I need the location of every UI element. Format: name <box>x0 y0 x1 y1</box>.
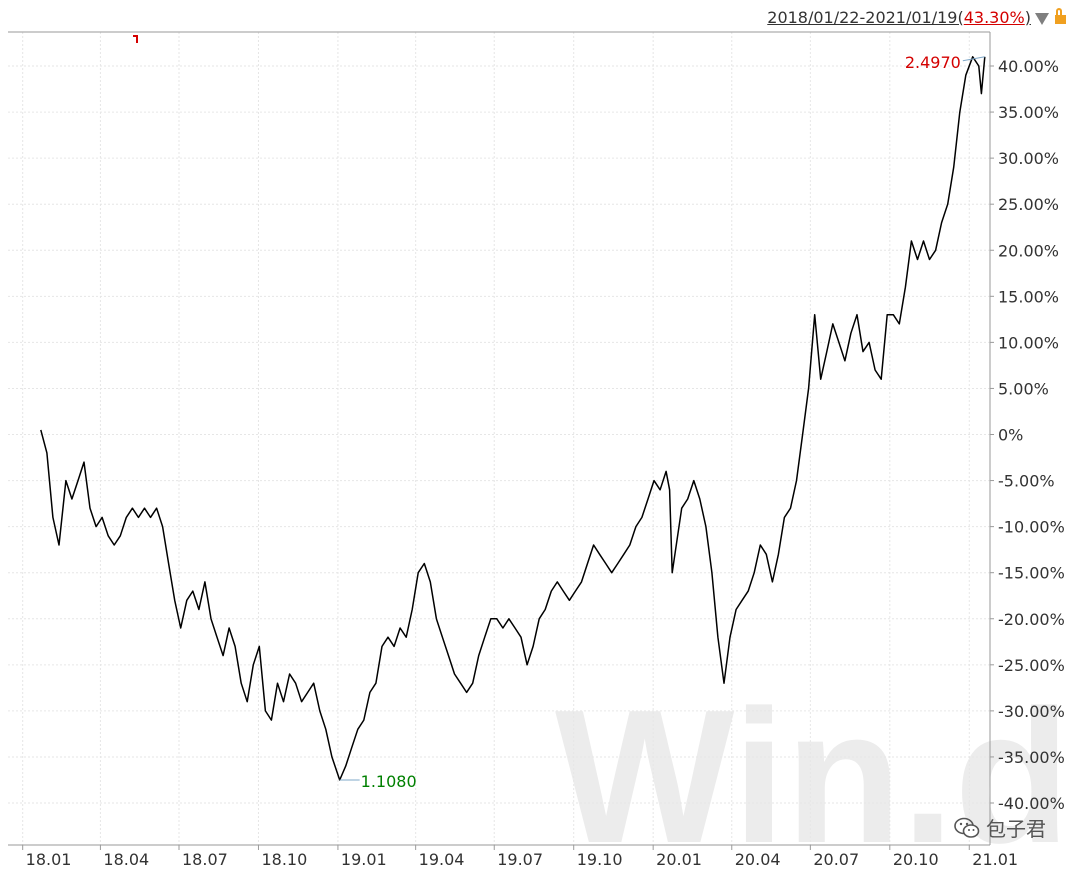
x-tick-label: 20.10 <box>893 850 939 869</box>
y-tick-label: 30.00% <box>998 149 1059 168</box>
gridlines <box>8 32 990 845</box>
y-tick-label: -5.00% <box>998 472 1055 491</box>
y-tick-label: 25.00% <box>998 195 1059 214</box>
y-tick-label: -30.00% <box>998 702 1065 721</box>
x-tick-label: 20.04 <box>735 850 781 869</box>
y-tick-label: 15.00% <box>998 287 1059 306</box>
y-tick-label: -40.00% <box>998 794 1065 813</box>
y-tick-label: 0% <box>998 426 1023 445</box>
y-tick-label: 10.00% <box>998 333 1059 352</box>
x-tick-label: 18.01 <box>26 850 72 869</box>
close-paren: ) <box>1024 8 1031 27</box>
x-tick-label: 21.01 <box>972 850 1018 869</box>
min-value-label: 1.1080 <box>361 772 417 791</box>
plot-area <box>8 32 990 845</box>
period-header: 2018/01/22-2021/01/19(43.30%) <box>767 8 1066 27</box>
wechat-icon <box>954 817 980 839</box>
y-tick-label: 40.00% <box>998 57 1059 76</box>
y-tick-label: 20.00% <box>998 241 1059 260</box>
x-tick-label: 19.07 <box>497 850 543 869</box>
x-tick-label: 18.04 <box>103 850 149 869</box>
brand-watermark: Win.d <box>555 671 1070 878</box>
series-line <box>40 56 986 781</box>
y-tick-label: -10.00% <box>998 518 1065 537</box>
open-paren: ( <box>957 8 964 27</box>
annotation-layer: 2.4970 1.1080 <box>339 53 985 791</box>
x-tick-label: 20.01 <box>656 850 702 869</box>
watermark: Win.d <box>555 671 1070 878</box>
x-tick-label: 18.07 <box>182 850 228 869</box>
x-tick-label: 20.07 <box>813 850 859 869</box>
x-tick-label: 19.04 <box>419 850 465 869</box>
y-tick-label: -20.00% <box>998 610 1065 629</box>
triangle-down-icon[interactable] <box>1035 12 1049 25</box>
y-tick-label: -15.00% <box>998 564 1065 583</box>
y-tick-label: -35.00% <box>998 748 1065 767</box>
x-tick-label: 19.01 <box>341 850 387 869</box>
x-tick-label: 19.10 <box>577 850 623 869</box>
y-tick-label: 5.00% <box>998 379 1049 398</box>
date-range[interactable]: 2018/01/22-2021/01/19 <box>767 8 958 27</box>
x-tick-label: 18.10 <box>261 850 307 869</box>
max-value-label: 2.4970 <box>905 53 961 72</box>
y-tick-label: 35.00% <box>998 103 1059 122</box>
account-name: 包子君 <box>986 817 1046 841</box>
y-tick-label: -25.00% <box>998 656 1065 675</box>
series-layer <box>40 56 986 781</box>
lock-icon[interactable] <box>1055 8 1066 24</box>
period-return: 43.30% <box>963 8 1025 27</box>
annotation-pointer <box>962 56 985 62</box>
account-watermark: 包子君 <box>954 813 1046 842</box>
left-top-marker <box>133 35 138 43</box>
axes: 40.00% 35.00% 30.00% 25.00% 20.00% 15.00% 10.0… <box>22 57 1065 869</box>
